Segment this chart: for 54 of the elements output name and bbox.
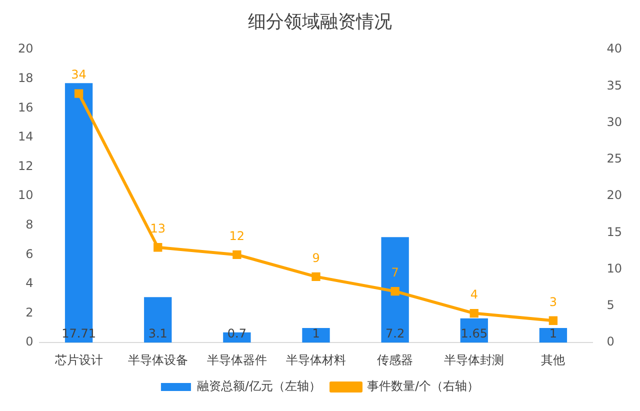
y-tick-label: 16: [18, 100, 34, 114]
bar: [302, 328, 330, 343]
y-tick-label: 10: [18, 188, 34, 202]
bar: [64, 83, 93, 343]
y2-tick-label: 30: [606, 114, 622, 129]
data-label: 34: [71, 68, 86, 82]
bar: [381, 237, 409, 343]
data-label: 7.2: [386, 326, 405, 341]
legend-label: 事件数量/个（右轴）: [367, 379, 480, 394]
x-tick-label: 半导体封测: [444, 352, 504, 367]
y2-tick-label: 0: [606, 334, 614, 349]
data-label: 3.1: [148, 326, 168, 341]
y2-tick-label: 25: [606, 152, 622, 166]
y2-tick-label: 40: [606, 42, 622, 56]
y-tick-label: 18: [18, 71, 34, 86]
y2-tick-label: 35: [606, 78, 622, 92]
point: [390, 286, 400, 296]
y2-tick-label: 5: [606, 298, 614, 312]
data-label: 1.65: [460, 326, 488, 341]
point: [74, 89, 84, 98]
y2-tick-label: 15: [606, 224, 622, 239]
chart-title: 细分领域融资情况: [248, 11, 392, 32]
bar: [144, 297, 172, 343]
y-tick-label: 20: [18, 42, 34, 56]
x-tick-label: 其他: [541, 352, 566, 367]
legend-label: 融资总额/亿元（左轴）: [196, 379, 322, 394]
y2-tick-label: 20: [606, 188, 622, 202]
data-label: 3: [549, 294, 558, 309]
point: [548, 316, 558, 325]
x-tick-label: 芯片设计: [54, 352, 103, 367]
bar: [539, 328, 568, 343]
y-tick-label: 12: [18, 158, 34, 173]
data-label: 9: [312, 250, 320, 265]
y-tick-label: 6: [26, 246, 34, 261]
y2-tick-label: 10: [606, 261, 622, 276]
data-label: 1: [549, 326, 558, 341]
data-label: 1: [312, 326, 320, 341]
x-tick-label: 半导体器件: [206, 352, 267, 367]
point: [470, 308, 478, 318]
x-tick-label: 传感器: [377, 352, 414, 367]
y-tick-label: 4: [26, 276, 34, 290]
x-tick-label: 半导体设备: [128, 352, 188, 367]
data-label: 12: [229, 228, 245, 243]
y-tick-label: 14: [18, 130, 34, 144]
data-label: 4: [470, 287, 478, 302]
x-tick-label: 半导体材料: [286, 352, 346, 367]
y-tick-label: 0: [26, 334, 34, 349]
y-tick-label: 2: [26, 305, 34, 320]
data-label: 13: [150, 222, 166, 236]
data-label: 7: [391, 265, 399, 280]
point: [154, 243, 162, 252]
y-tick-label: 8: [26, 218, 34, 232]
point: [232, 250, 242, 260]
point: [312, 272, 320, 282]
